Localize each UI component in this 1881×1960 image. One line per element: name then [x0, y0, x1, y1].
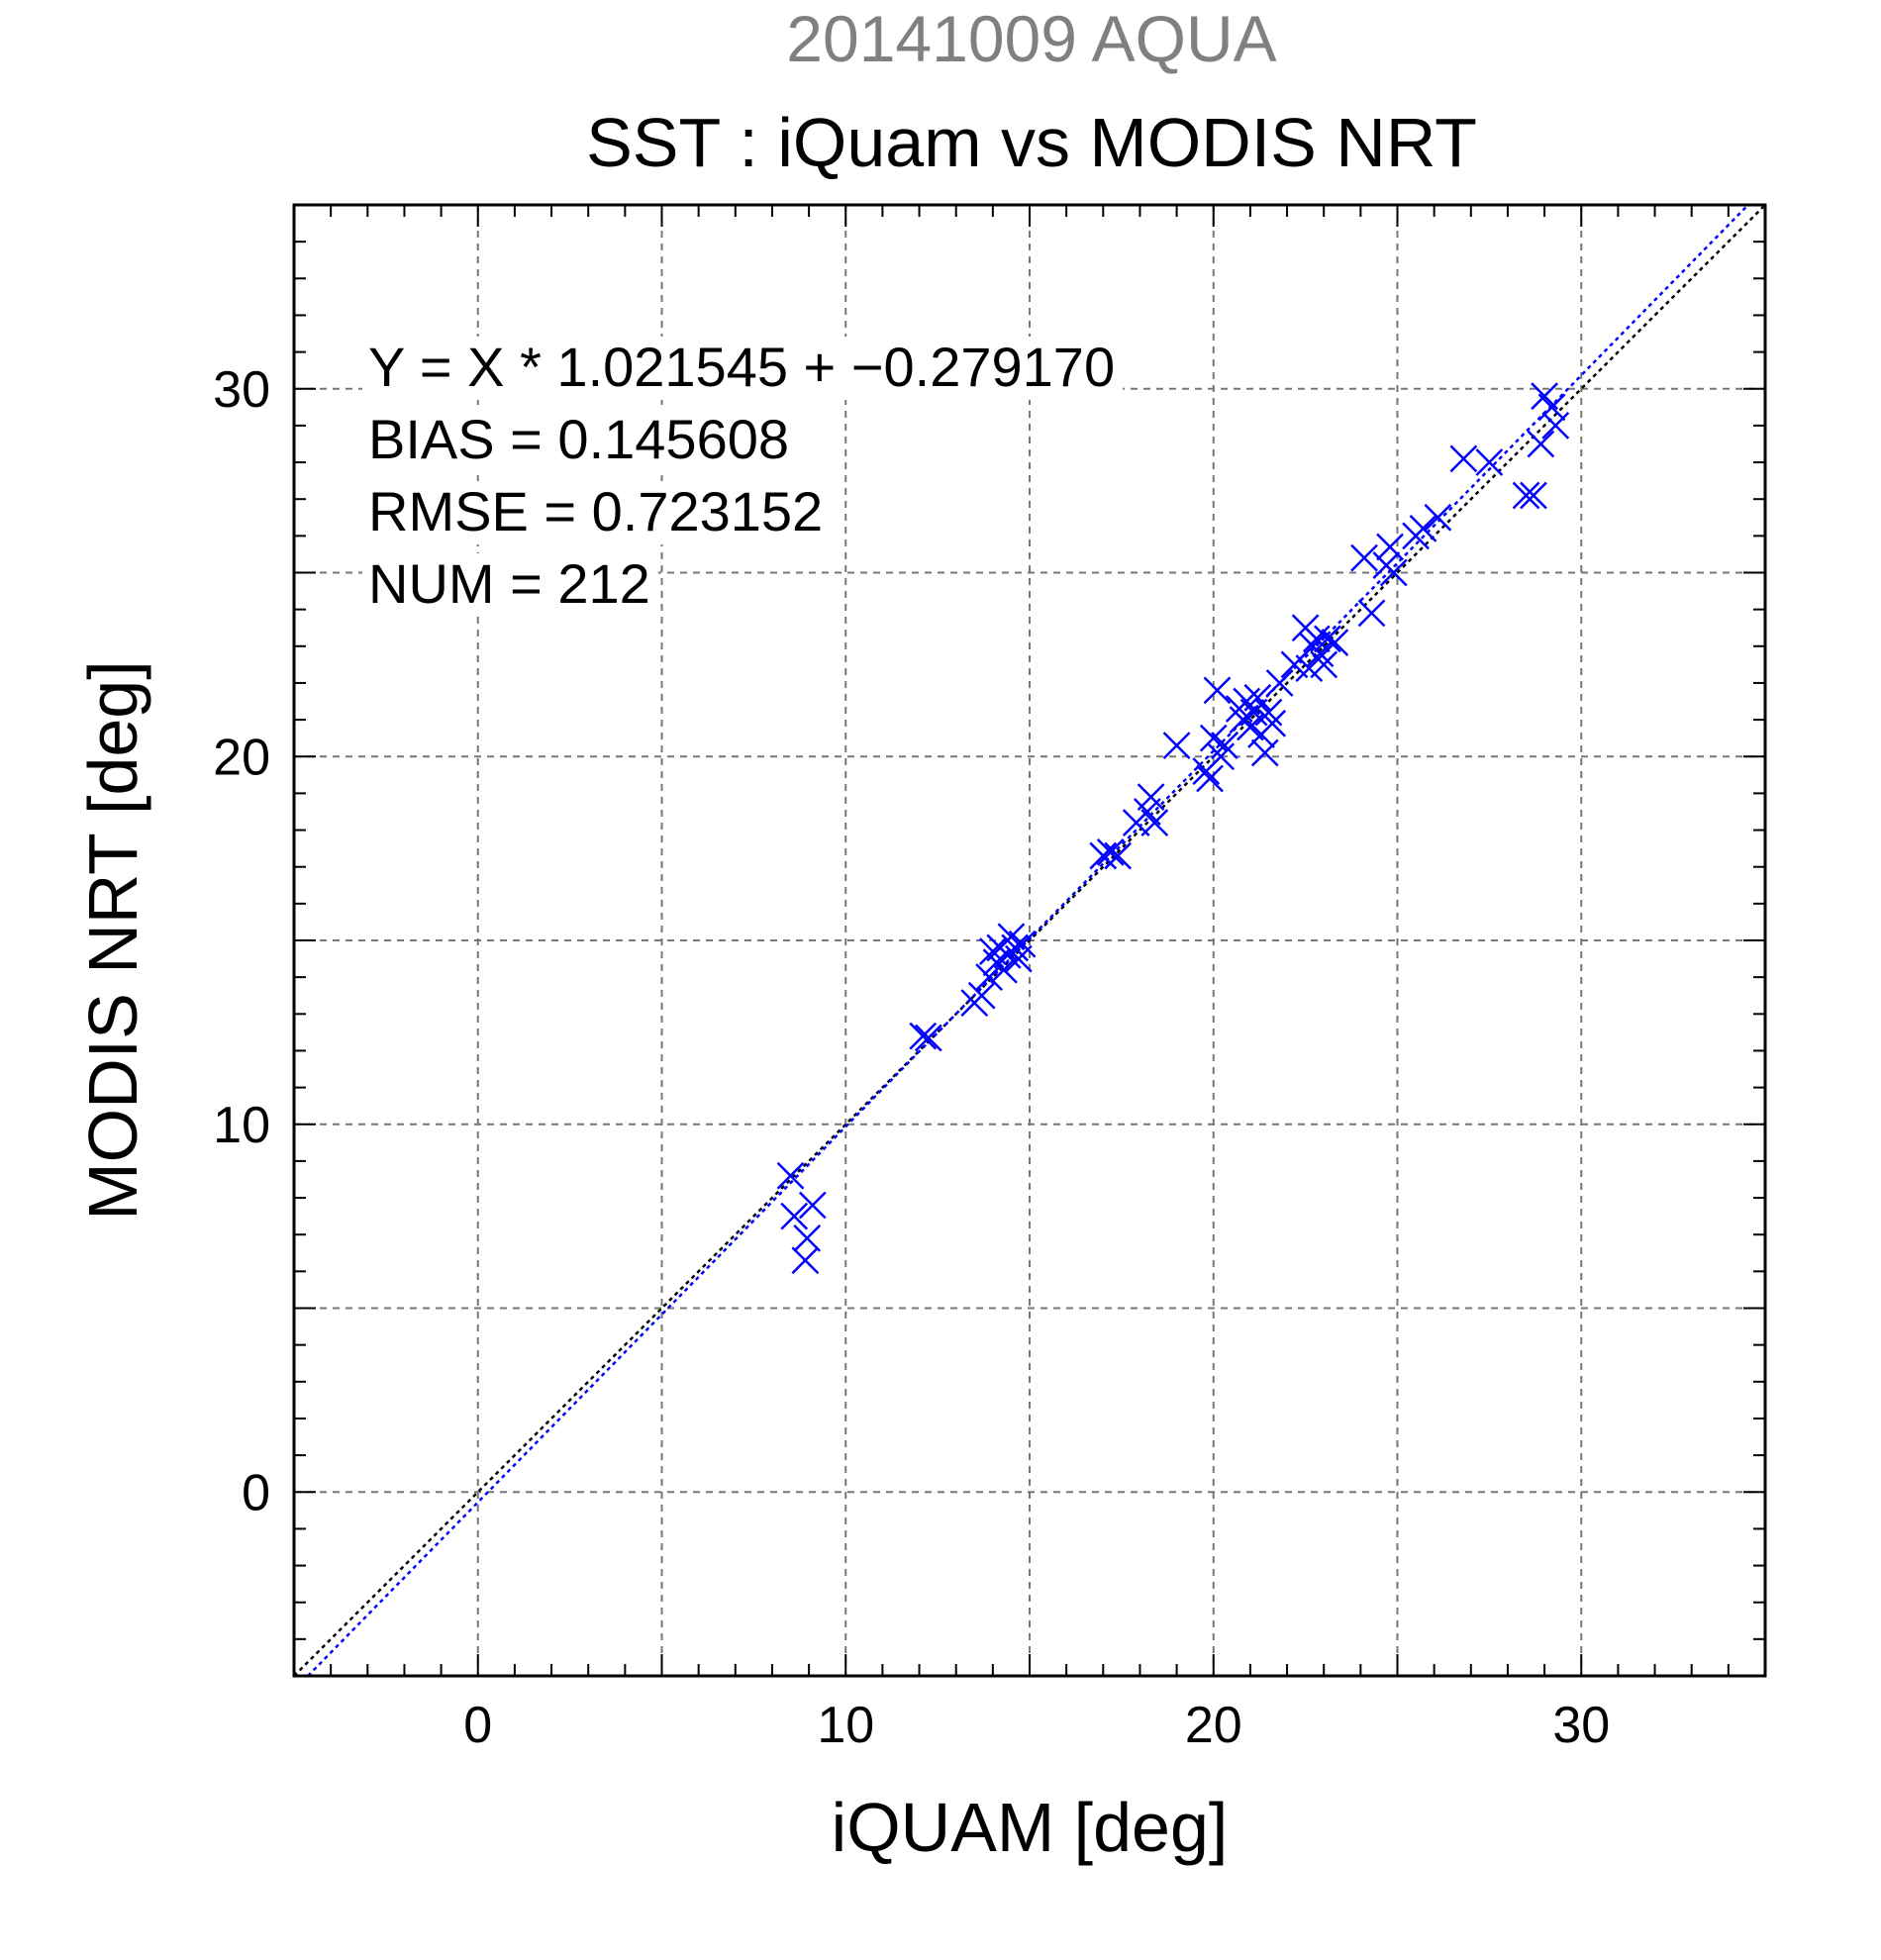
data-point — [1512, 481, 1540, 510]
data-point — [1376, 533, 1404, 561]
data-point — [1310, 650, 1338, 679]
data-point — [1096, 837, 1125, 866]
data-point — [1203, 676, 1232, 705]
x-tick-label: 10 — [817, 1697, 874, 1754]
y-tick-label: 10 — [213, 1097, 270, 1154]
data-point — [780, 1202, 809, 1230]
data-point — [1409, 515, 1437, 542]
reference-lines — [293, 204, 1766, 1677]
data-point — [1475, 448, 1504, 476]
x-tick-label: 30 — [1552, 1697, 1610, 1754]
y-tick-label: 20 — [213, 729, 270, 786]
data-point — [1321, 629, 1349, 656]
data-point — [1357, 599, 1386, 628]
chart-title: SST : iQuam vs MODIS NRT — [586, 104, 1477, 181]
data-point — [1207, 742, 1236, 771]
data-point — [914, 1024, 942, 1052]
data-point — [1140, 809, 1169, 837]
data-point — [1196, 764, 1224, 793]
stats-line: BIAS = 0.145608 — [368, 408, 789, 470]
data-point — [1379, 558, 1408, 587]
data-points — [776, 382, 1570, 1275]
x-tick-label: 0 — [463, 1697, 492, 1754]
stats-line: RMSE = 0.723152 — [368, 480, 823, 542]
data-point — [1520, 481, 1547, 510]
data-point — [1243, 683, 1272, 712]
data-point — [1211, 732, 1238, 759]
data-point — [793, 1225, 822, 1252]
y-tick-label: 30 — [213, 361, 270, 419]
data-point — [1350, 543, 1378, 572]
data-point — [1089, 841, 1118, 870]
x-axis-label: iQUAM [deg] — [832, 1789, 1229, 1866]
stats-line: NUM = 212 — [368, 552, 650, 615]
stats-box: Y = X * 1.021545 + −0.279170 BIAS = 0.145… — [362, 336, 1124, 617]
data-point — [1527, 430, 1555, 458]
data-point — [909, 1022, 938, 1050]
stats-bg — [362, 553, 658, 617]
data-point — [776, 1161, 805, 1190]
x-tick-label: 20 — [1185, 1697, 1242, 1754]
data-point — [1314, 625, 1341, 653]
data-point — [791, 1246, 820, 1275]
data-point — [1541, 412, 1570, 440]
data-point — [1008, 930, 1037, 958]
tick-labels: 0 10 20 30 0 10 20 30 — [213, 361, 1610, 1754]
chart-supertitle: 20141009 AQUA — [786, 2, 1276, 75]
data-point — [1001, 933, 1030, 962]
y-tick-label: 0 — [242, 1464, 270, 1521]
stats-line: Y = X * 1.021545 + −0.279170 — [368, 336, 1115, 398]
axis-ticks — [294, 205, 1765, 1676]
data-point — [798, 1191, 827, 1220]
stats-bg — [362, 409, 798, 472]
data-point — [1254, 698, 1283, 727]
stats-bg — [362, 481, 832, 544]
data-point — [1424, 503, 1452, 532]
stats-bg — [362, 337, 1124, 400]
data-point — [1104, 841, 1133, 870]
data-point — [1258, 709, 1287, 737]
y-axis-label: MODIS NRT [deg] — [74, 660, 151, 1220]
data-point — [1449, 444, 1478, 473]
regression-line — [307, 204, 1749, 1677]
data-point — [1265, 669, 1294, 697]
data-point — [1306, 639, 1335, 668]
data-point — [975, 963, 1004, 992]
data-point — [1162, 732, 1191, 759]
data-point — [1250, 738, 1279, 767]
plot-frame — [292, 203, 1767, 1678]
data-point — [967, 981, 996, 1010]
data-point — [1137, 783, 1165, 811]
data-point — [1537, 393, 1566, 422]
